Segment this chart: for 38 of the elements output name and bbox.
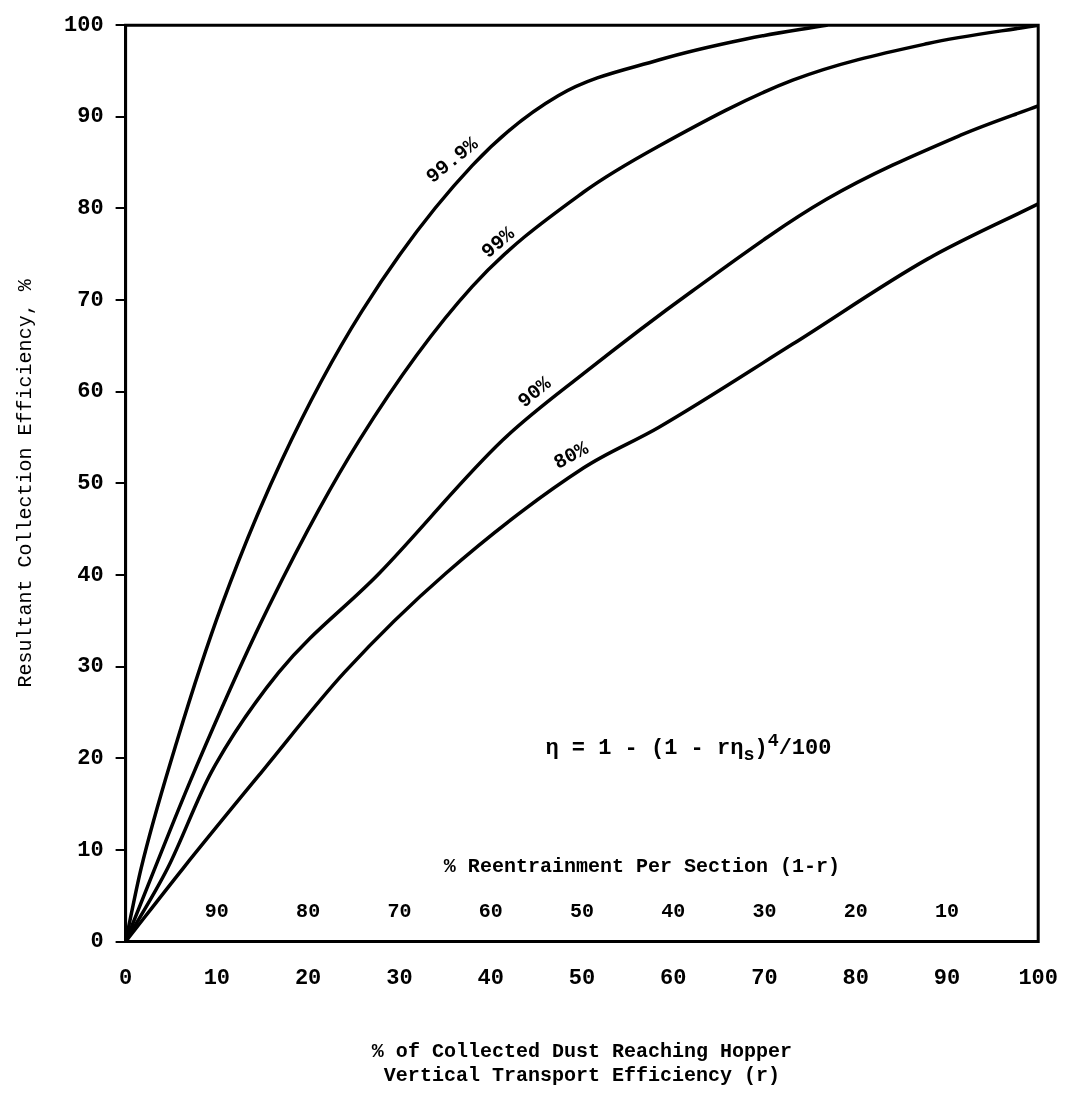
annotation: η = 1 - (1 - rη$_{s}$)$^{4}$/100 [545, 730, 832, 766]
y-tick-label: 80 [77, 196, 104, 222]
x2-axis-title: % Reentrainment Per Section (1-r) [443, 854, 840, 878]
x2-tick-label: 90 [204, 899, 229, 923]
y-tick-label: 50 [77, 470, 104, 496]
x2-tick-label: 50 [569, 899, 594, 923]
x-tick-label: 50 [568, 966, 596, 992]
y-tick-label: 30 [77, 654, 104, 680]
y-tick-label: 0 [90, 929, 104, 955]
x-tick-label: 60 [659, 966, 687, 992]
y-tick-label: 70 [77, 287, 104, 313]
x-tick-label: 80 [842, 966, 869, 992]
x2-tick-label: 30 [752, 899, 777, 923]
x-tick-label: 70 [751, 966, 778, 992]
text: 80% [549, 437, 593, 475]
x-tick-label: 10 [203, 966, 231, 992]
x-tick-label: 30 [386, 966, 413, 992]
x2-tick-label: 20 [843, 899, 868, 923]
y-tick-label: 20 [77, 745, 104, 771]
x-tick-label: 90 [933, 966, 961, 992]
x2-tick-label: 10 [934, 899, 959, 923]
text: 90% [513, 372, 556, 413]
y-tick-label: 40 [77, 562, 104, 588]
x2-tick-label: 70 [387, 899, 412, 923]
x-tick-label: 100 [1018, 966, 1058, 992]
x-axis-title: % of Collected Dust Reaching Hopper Vertical Transport Efficiency (r) [371, 1040, 792, 1088]
y-tick-label: 100 [64, 12, 104, 38]
y-tick-label: 90 [77, 104, 104, 130]
x-tick-label: 20 [294, 966, 322, 992]
x2-tick-label: 60 [478, 899, 503, 923]
x2-tick-label: 40 [661, 899, 686, 923]
x2-tick-label: 80 [296, 899, 321, 923]
x-tick-label: 40 [477, 966, 504, 992]
x-tick-label: 0 [119, 966, 133, 992]
y-axis-title: Resultant Collection Efficiency, % [14, 278, 38, 688]
y-tick-label: 10 [77, 837, 104, 863]
y-tick-label: 60 [77, 379, 104, 405]
text: 99% [477, 221, 521, 264]
